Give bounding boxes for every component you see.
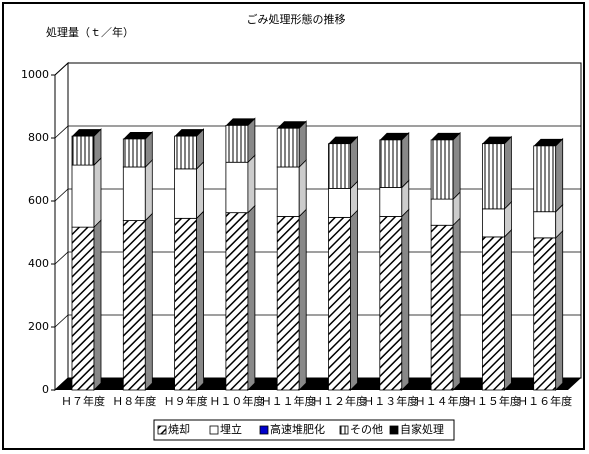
y-tick-label: 1000: [21, 68, 49, 81]
bar-side: [452, 131, 461, 201]
grid-line: [54, 251, 581, 265]
bar-segment: [122, 166, 146, 221]
bar-segment: [71, 135, 95, 166]
bar-side: [247, 204, 256, 391]
bar-segment: [174, 135, 198, 170]
bar-top: [379, 132, 409, 140]
bar-segment: [533, 145, 557, 213]
bar-segment: [174, 168, 198, 219]
legend-label: その他: [350, 423, 383, 436]
bar-side: [298, 159, 307, 218]
bar-side: [350, 209, 358, 391]
x-tick-label: Ｈ１０年度: [209, 394, 264, 408]
legend-swatch: [259, 425, 269, 435]
legend-label: 埋立: [220, 422, 242, 436]
grid-line: [54, 314, 581, 328]
bar-segment: [328, 143, 351, 189]
bar-top: [328, 136, 358, 144]
x-tick-label: Ｈ７年度: [61, 394, 105, 408]
grid-line: [54, 377, 581, 391]
legend-box: [153, 419, 455, 441]
x-tick-label: Ｈ９年度: [164, 394, 208, 408]
bar-side: [93, 219, 102, 391]
bar-segment: [481, 208, 505, 238]
bar-segment: [430, 198, 454, 226]
bar-top: [72, 129, 101, 137]
y-tick-label: 600: [28, 194, 49, 207]
bar-side: [196, 160, 205, 220]
bar-side: [298, 208, 307, 391]
bar-top: [533, 138, 563, 146]
bar-segment: [379, 187, 403, 217]
bar-side: [350, 135, 358, 190]
bar-segment: [481, 143, 505, 210]
legend-label: 焼却: [168, 423, 190, 436]
bar-side: [503, 228, 512, 391]
side-wall: [54, 61, 69, 392]
bar-segment: [328, 216, 351, 391]
x-tick-label: Ｈ１６年度: [517, 394, 572, 408]
x-tick-label: Ｈ１１年度: [261, 394, 316, 408]
bar-top: [225, 118, 255, 126]
x-tick-label: Ｈ１３年度: [363, 394, 418, 408]
y-tick-label: 800: [28, 131, 49, 144]
legend-swatch: [339, 425, 349, 435]
bar-segment: [379, 216, 403, 391]
bar-top: [123, 131, 153, 139]
bar-top: [431, 132, 461, 140]
y-tick-label: 0: [42, 383, 49, 396]
bar-segment: [122, 220, 146, 391]
y-tick-label: 400: [28, 257, 49, 270]
bar-segment: [71, 226, 95, 391]
grid-line: [54, 62, 581, 76]
legend-swatch: [209, 425, 219, 435]
bar-side: [247, 154, 256, 214]
bar-top: [174, 129, 204, 137]
bar-segment: [174, 217, 198, 391]
bar-segment: [225, 125, 249, 163]
chart-title: ごみ処理形態の推移: [247, 12, 346, 26]
bar-segment: [276, 127, 300, 168]
legend-label: 高速堆肥化: [270, 422, 325, 436]
bar-side: [452, 217, 461, 391]
bar-side: [555, 229, 564, 391]
bar-segment: [430, 139, 454, 200]
bar-side: [503, 135, 512, 210]
bar-side: [298, 120, 307, 168]
bar-top: [482, 136, 512, 144]
legend-swatch: [389, 425, 399, 435]
bar-segment: [379, 139, 403, 188]
bar-segment: [533, 211, 557, 239]
bar-side: [144, 159, 153, 222]
legend-label: 自家処理: [400, 422, 444, 436]
bar-side: [196, 210, 205, 391]
grid-line: [54, 188, 581, 202]
bar-segment: [225, 212, 249, 391]
y-tick-label: 200: [28, 320, 49, 333]
bar-top: [277, 121, 307, 129]
bar-segment: [225, 161, 249, 214]
bar-segment: [328, 187, 351, 218]
bar-segment: [276, 216, 300, 391]
bar-segment: [481, 236, 505, 391]
bar-side: [93, 157, 102, 229]
bar-segment: [71, 164, 95, 228]
bar-side: [401, 208, 410, 391]
grid-line: [54, 125, 581, 139]
bar-side: [144, 212, 153, 391]
bar-side: [247, 117, 256, 164]
x-tick-label: Ｈ１２年度: [312, 394, 367, 408]
bar-segment: [533, 237, 557, 391]
x-tick-label: Ｈ１５年度: [466, 394, 521, 408]
legend-swatch: [157, 425, 167, 435]
bar-segment: [276, 166, 300, 217]
bar-side: [401, 131, 410, 189]
bar-segment: [430, 224, 454, 391]
y-axis-label: 処理量（ｔ／年）: [46, 25, 134, 39]
x-tick-label: Ｈ８年度: [112, 394, 156, 408]
bar-segment: [122, 138, 146, 168]
bar-side: [555, 137, 564, 213]
x-tick-label: Ｈ１４年度: [415, 394, 470, 408]
